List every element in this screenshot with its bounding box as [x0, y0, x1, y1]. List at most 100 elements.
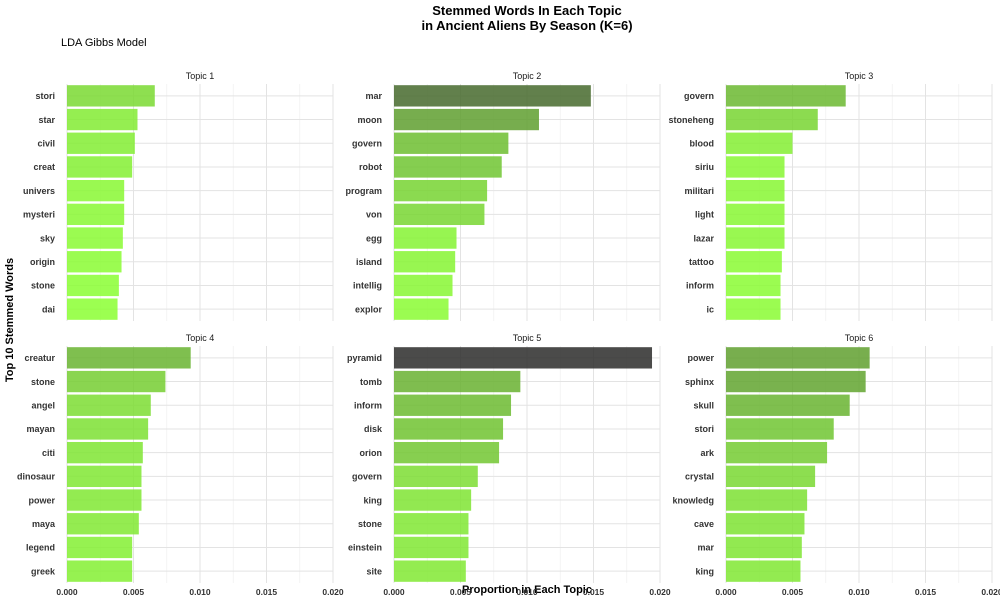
bar: [67, 441, 143, 464]
facet-panel: Topic 4 creatur stone angel mayan citi dinosau…: [17, 333, 344, 597]
category-label: orion: [360, 448, 383, 458]
bar: [67, 465, 142, 488]
bar: [726, 536, 802, 559]
facet-panel: Topic 3 govern stoneheng blood siriu militari…: [668, 71, 993, 321]
x-axis-title: Proportion in Each Topic: [462, 584, 592, 596]
bar: [394, 489, 472, 511]
x-tick-label: 0.000: [56, 587, 78, 597]
category-label: stori: [694, 424, 714, 434]
category-label: inform: [354, 400, 382, 410]
category-label: cave: [694, 519, 714, 529]
category-label: site: [366, 566, 382, 576]
bar: [726, 370, 866, 393]
category-label: stori: [35, 91, 55, 101]
bar: [394, 203, 485, 226]
category-label: einstein: [348, 543, 382, 553]
facet-strip-label: Topic 4: [186, 333, 215, 343]
y-axis-title: Top 10 Stemmed Words: [4, 258, 16, 382]
bar: [67, 298, 118, 320]
x-tick-label: 0.010: [516, 587, 538, 597]
bar: [726, 298, 781, 320]
bar: [67, 108, 138, 131]
x-tick-label: 0.015: [256, 587, 278, 597]
facet-panel: Topic 6 power sphinx skull stori ark crystal kn…: [672, 333, 1000, 597]
category-label: mysteri: [23, 210, 55, 220]
category-label: govern: [684, 91, 714, 101]
category-label: knowledg: [672, 495, 714, 505]
bar: [67, 132, 135, 154]
category-label: maya: [32, 519, 56, 529]
category-label: disk: [364, 424, 383, 434]
facet-strip-label: Topic 5: [513, 333, 542, 343]
category-label: ark: [700, 448, 715, 458]
category-label: govern: [352, 472, 382, 482]
x-tick-label: 0.015: [583, 587, 605, 597]
bar: [67, 489, 142, 511]
facet-strip-label: Topic 2: [513, 71, 542, 81]
bar: [67, 227, 123, 249]
bar: [394, 536, 469, 559]
bar: [67, 394, 151, 416]
facet-panel: Topic 2 mar moon govern robot program von egg is…: [345, 71, 661, 321]
category-label: civil: [37, 138, 55, 148]
bar: [67, 274, 119, 297]
bar: [726, 108, 818, 131]
bar: [67, 203, 125, 226]
bar: [726, 203, 785, 226]
x-tick-label: 0.000: [383, 587, 405, 597]
facet-panel: Topic 5 pyramid tomb inform disk orion govern k…: [347, 333, 671, 597]
bar: [726, 418, 834, 440]
bar: [394, 513, 469, 535]
category-label: dai: [42, 304, 55, 314]
category-label: moon: [358, 115, 383, 125]
bar: [394, 156, 502, 178]
category-label: king: [363, 495, 382, 505]
category-label: mar: [365, 91, 382, 101]
category-label: tattoo: [689, 257, 714, 267]
category-label: origin: [30, 257, 55, 267]
bar: [726, 251, 782, 273]
bar: [394, 108, 539, 131]
bar: [67, 85, 155, 107]
x-tick-label: 0.020: [322, 587, 344, 597]
category-label: angel: [31, 400, 55, 410]
category-label: greek: [31, 566, 56, 576]
category-label: stone: [31, 377, 55, 387]
category-label: tomb: [360, 377, 382, 387]
category-label: intellig: [353, 281, 382, 291]
bar: [394, 560, 466, 582]
category-label: stone: [358, 519, 382, 529]
bar: [394, 85, 591, 107]
category-label: star: [38, 115, 55, 125]
x-tick-label: 0.000: [715, 587, 737, 597]
bar: [67, 347, 191, 369]
category-label: dinosaur: [17, 472, 56, 482]
x-tick-label: 0.020: [981, 587, 1000, 597]
bar: [726, 441, 828, 464]
category-label: stoneheng: [668, 115, 714, 125]
category-label: mayan: [26, 424, 55, 434]
category-label: explor: [355, 304, 383, 314]
bar: [394, 298, 449, 320]
category-label: sky: [40, 233, 55, 243]
x-tick-label: 0.005: [450, 587, 472, 597]
bar: [394, 132, 509, 154]
bar: [726, 347, 870, 369]
category-label: univers: [23, 186, 55, 196]
category-label: ic: [706, 304, 714, 314]
category-label: king: [695, 566, 714, 576]
bar: [394, 441, 500, 464]
bar: [394, 274, 453, 297]
bar: [394, 251, 456, 273]
bar: [726, 132, 793, 154]
bar: [394, 418, 504, 440]
bar: [726, 156, 785, 178]
category-label: stone: [31, 281, 55, 291]
category-label: von: [366, 210, 382, 220]
bar: [67, 156, 133, 178]
x-tick-label: 0.005: [123, 587, 145, 597]
bar: [726, 513, 805, 535]
category-label: power: [687, 353, 714, 363]
